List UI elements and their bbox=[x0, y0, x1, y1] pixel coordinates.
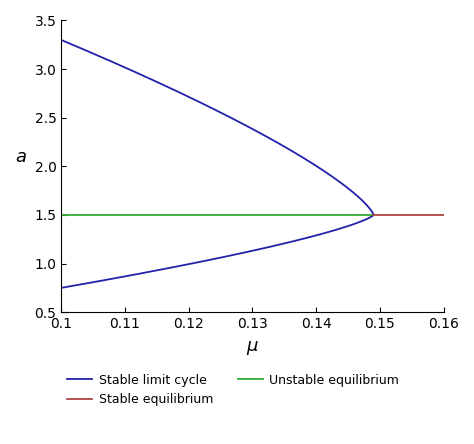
Y-axis label: a: a bbox=[15, 148, 26, 166]
X-axis label: μ: μ bbox=[246, 337, 258, 355]
Legend: Stable limit cycle, Stable equilibrium, Unstable equilibrium: Stable limit cycle, Stable equilibrium, … bbox=[63, 369, 404, 411]
